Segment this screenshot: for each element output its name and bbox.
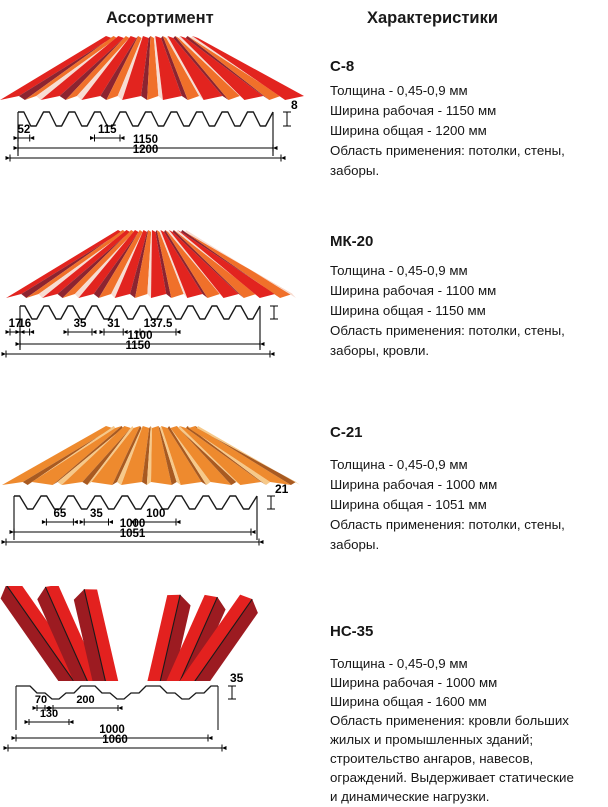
svg-text:115: 115 — [98, 124, 117, 136]
svg-text:35: 35 — [74, 318, 87, 330]
svg-text:1051: 1051 — [120, 528, 146, 540]
svg-text:21: 21 — [275, 482, 289, 496]
svg-text:100: 100 — [146, 508, 165, 520]
svg-text:35: 35 — [90, 508, 103, 520]
svg-text:200: 200 — [76, 694, 94, 706]
svg-text:35: 35 — [230, 672, 244, 685]
svg-text:52: 52 — [17, 124, 30, 136]
svg-text:8: 8 — [291, 98, 298, 112]
svg-text:70: 70 — [35, 694, 47, 706]
svg-text:130: 130 — [40, 708, 58, 720]
svg-text:1060: 1060 — [102, 734, 128, 746]
svg-text:65: 65 — [54, 508, 67, 520]
svg-text:1150: 1150 — [126, 340, 151, 352]
svg-text:1200: 1200 — [133, 144, 159, 156]
svg-text:31: 31 — [107, 318, 120, 330]
svg-text:16: 16 — [18, 318, 31, 330]
svg-text:137.5: 137.5 — [144, 318, 173, 330]
